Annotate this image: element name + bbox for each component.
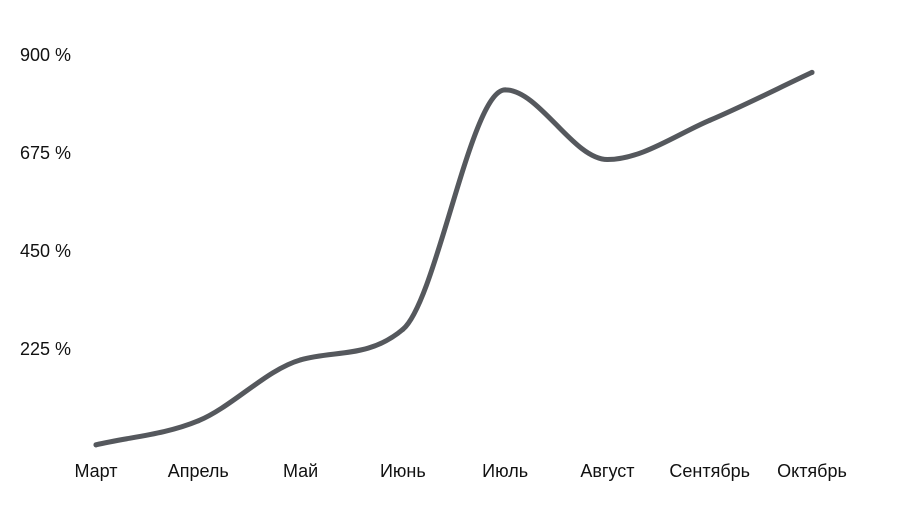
x-axis: Март Апрель Май Июнь Июль Август Сентябрь Октяб… [74, 461, 846, 481]
x-tick-label: Май [283, 461, 318, 481]
data-point [94, 442, 99, 447]
x-tick-label: Сентябрь [669, 461, 750, 481]
x-tick-label: Август [580, 461, 634, 481]
x-tick-label: Июль [482, 461, 528, 481]
data-point [503, 87, 508, 92]
x-tick-label: Октябрь [777, 461, 847, 481]
data-point [196, 418, 201, 423]
y-axis: 225 % 450 % 675 % 900 % [20, 45, 71, 359]
series-line [96, 72, 812, 444]
data-point [298, 357, 303, 362]
data-point [707, 118, 712, 123]
data-point [605, 157, 610, 162]
data-point [810, 70, 815, 75]
y-tick-label: 675 % [20, 143, 71, 163]
data-point [400, 327, 405, 332]
series-group [94, 70, 815, 447]
y-tick-label: 450 % [20, 241, 71, 261]
x-tick-label: Апрель [168, 461, 229, 481]
y-tick-label: 225 % [20, 339, 71, 359]
x-tick-label: Март [74, 461, 117, 481]
y-tick-label: 900 % [20, 45, 71, 65]
x-tick-label: Июнь [380, 461, 426, 481]
